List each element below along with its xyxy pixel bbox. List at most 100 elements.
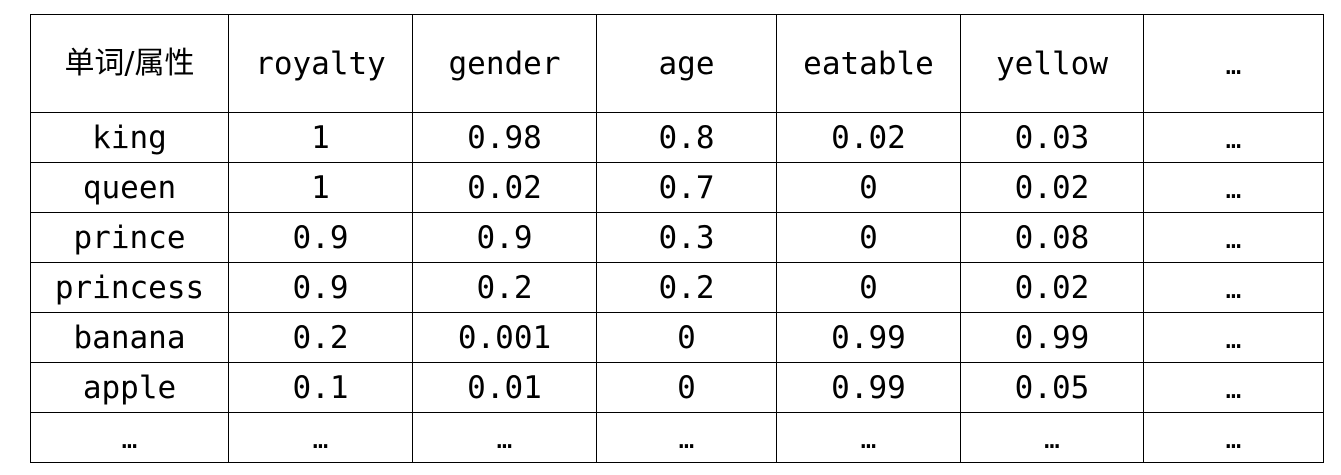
cell-value: 0.9	[292, 219, 349, 256]
corner-label: 单词/属性	[64, 46, 195, 81]
cell-value: 0.02	[831, 119, 906, 156]
row-word-cell: prince	[30, 212, 229, 263]
value-cell: 0.02	[776, 112, 961, 163]
cell-value: 1	[311, 119, 330, 156]
cell-value: …	[1044, 424, 1060, 455]
column-header-label: gender	[448, 45, 561, 82]
corner-header-cell: 单词/属性	[30, 14, 229, 113]
value-cell: …	[596, 412, 777, 463]
value-cell: 0.99	[776, 312, 961, 363]
cell-value: 0.2	[476, 269, 533, 306]
value-cell: 0.001	[412, 312, 597, 363]
column-header-gender: gender	[412, 14, 597, 113]
cell-value: 0.3	[658, 219, 715, 256]
value-cell: …	[1143, 112, 1324, 163]
cell-value: 0.9	[292, 269, 349, 306]
cell-value: …	[1225, 274, 1242, 305]
cell-value: 0.7	[658, 169, 715, 206]
value-cell: 0.9	[228, 262, 413, 313]
cell-value: 0.2	[658, 269, 715, 306]
row-word: banana	[73, 319, 186, 356]
table-row: banana 0.2 0.001 0 0.99 0.99 …	[30, 312, 1324, 363]
value-cell: 0	[776, 262, 961, 313]
value-cell: 0	[596, 312, 777, 363]
cell-value: 1	[311, 169, 330, 206]
value-cell: …	[776, 412, 961, 463]
cell-value: 0.02	[1014, 269, 1090, 306]
table-row: prince 0.9 0.9 0.3 0 0.08 …	[30, 212, 1324, 263]
value-cell: …	[1143, 362, 1324, 413]
column-header-more: …	[1143, 14, 1324, 113]
value-cell: …	[1143, 312, 1324, 363]
column-header-label: age	[658, 45, 715, 82]
value-cell: …	[960, 412, 1144, 463]
table-header-row: 单词/属性 royalty gender age eatable yellow …	[30, 14, 1324, 113]
column-header-label: yellow	[996, 45, 1108, 82]
cell-value: 0.99	[831, 319, 906, 356]
value-cell: …	[1143, 412, 1324, 463]
value-cell: 0.03	[960, 112, 1144, 163]
column-header-label: …	[1225, 50, 1242, 81]
cell-value: …	[678, 424, 695, 455]
row-word: queen	[82, 169, 177, 206]
value-cell: 0.9	[228, 212, 413, 263]
value-cell: 0.99	[776, 362, 961, 413]
table-row: queen 1 0.02 0.7 0 0.02 …	[30, 162, 1324, 213]
table-row: princess 0.9 0.2 0.2 0 0.02 …	[30, 262, 1324, 313]
value-cell: 0.05	[960, 362, 1144, 413]
column-header-label: eatable	[803, 45, 934, 82]
value-cell: 0.3	[596, 212, 777, 263]
row-word-cell: king	[30, 112, 229, 163]
value-cell: 0.1	[228, 362, 413, 413]
value-cell: 0.7	[596, 162, 777, 213]
value-cell: …	[1143, 212, 1324, 263]
value-cell: …	[1143, 162, 1324, 213]
column-header-eatable: eatable	[776, 14, 961, 113]
value-cell: 1	[228, 112, 413, 163]
value-cell: 0	[596, 362, 777, 413]
column-header-age: age	[596, 14, 777, 113]
cell-value: 0	[859, 169, 878, 206]
row-word-cell: …	[30, 412, 229, 463]
row-word: apple	[82, 369, 177, 406]
cell-value: …	[1225, 324, 1242, 355]
value-cell: 0.02	[960, 162, 1144, 213]
column-header-yellow: yellow	[960, 14, 1144, 113]
cell-value: …	[1225, 124, 1242, 155]
cell-value: 0.99	[831, 369, 906, 406]
cell-value: …	[860, 424, 877, 455]
row-word-cell: queen	[30, 162, 229, 213]
table-row: … … … … … … …	[30, 412, 1324, 463]
row-word: king	[92, 119, 167, 156]
value-cell: 0.02	[412, 162, 597, 213]
column-header-royalty: royalty	[228, 14, 413, 113]
cell-value: 0.98	[467, 119, 542, 156]
value-cell: 0	[776, 162, 961, 213]
cell-value: 0.02	[1014, 169, 1090, 206]
cell-value: 0.99	[1014, 319, 1090, 356]
cell-value: 0.08	[1014, 219, 1090, 256]
value-cell: 0.2	[412, 262, 597, 313]
cell-value: …	[496, 424, 513, 455]
value-cell: 0.2	[228, 312, 413, 363]
cell-value: 0.9	[476, 219, 533, 256]
cell-value: …	[312, 424, 329, 455]
cell-value: 0	[859, 269, 878, 306]
cell-value: 0.1	[292, 369, 349, 406]
value-cell: 0.01	[412, 362, 597, 413]
value-cell: 0.98	[412, 112, 597, 163]
cell-value: 0.03	[1014, 119, 1090, 156]
row-word: …	[121, 424, 138, 455]
word-attribute-table: 单词/属性 royalty gender age eatable yellow …	[30, 14, 1324, 463]
value-cell: 0.08	[960, 212, 1144, 263]
cell-value: …	[1225, 174, 1242, 205]
table-row: apple 0.1 0.01 0 0.99 0.05 …	[30, 362, 1324, 413]
cell-value: 0.001	[457, 319, 552, 356]
cell-value: 0.8	[658, 119, 715, 156]
value-cell: 0.9	[412, 212, 597, 263]
row-word: princess	[54, 269, 205, 306]
value-cell: …	[412, 412, 597, 463]
value-cell: 0.2	[596, 262, 777, 313]
row-word-cell: apple	[30, 362, 229, 413]
cell-value: 0	[677, 369, 696, 406]
